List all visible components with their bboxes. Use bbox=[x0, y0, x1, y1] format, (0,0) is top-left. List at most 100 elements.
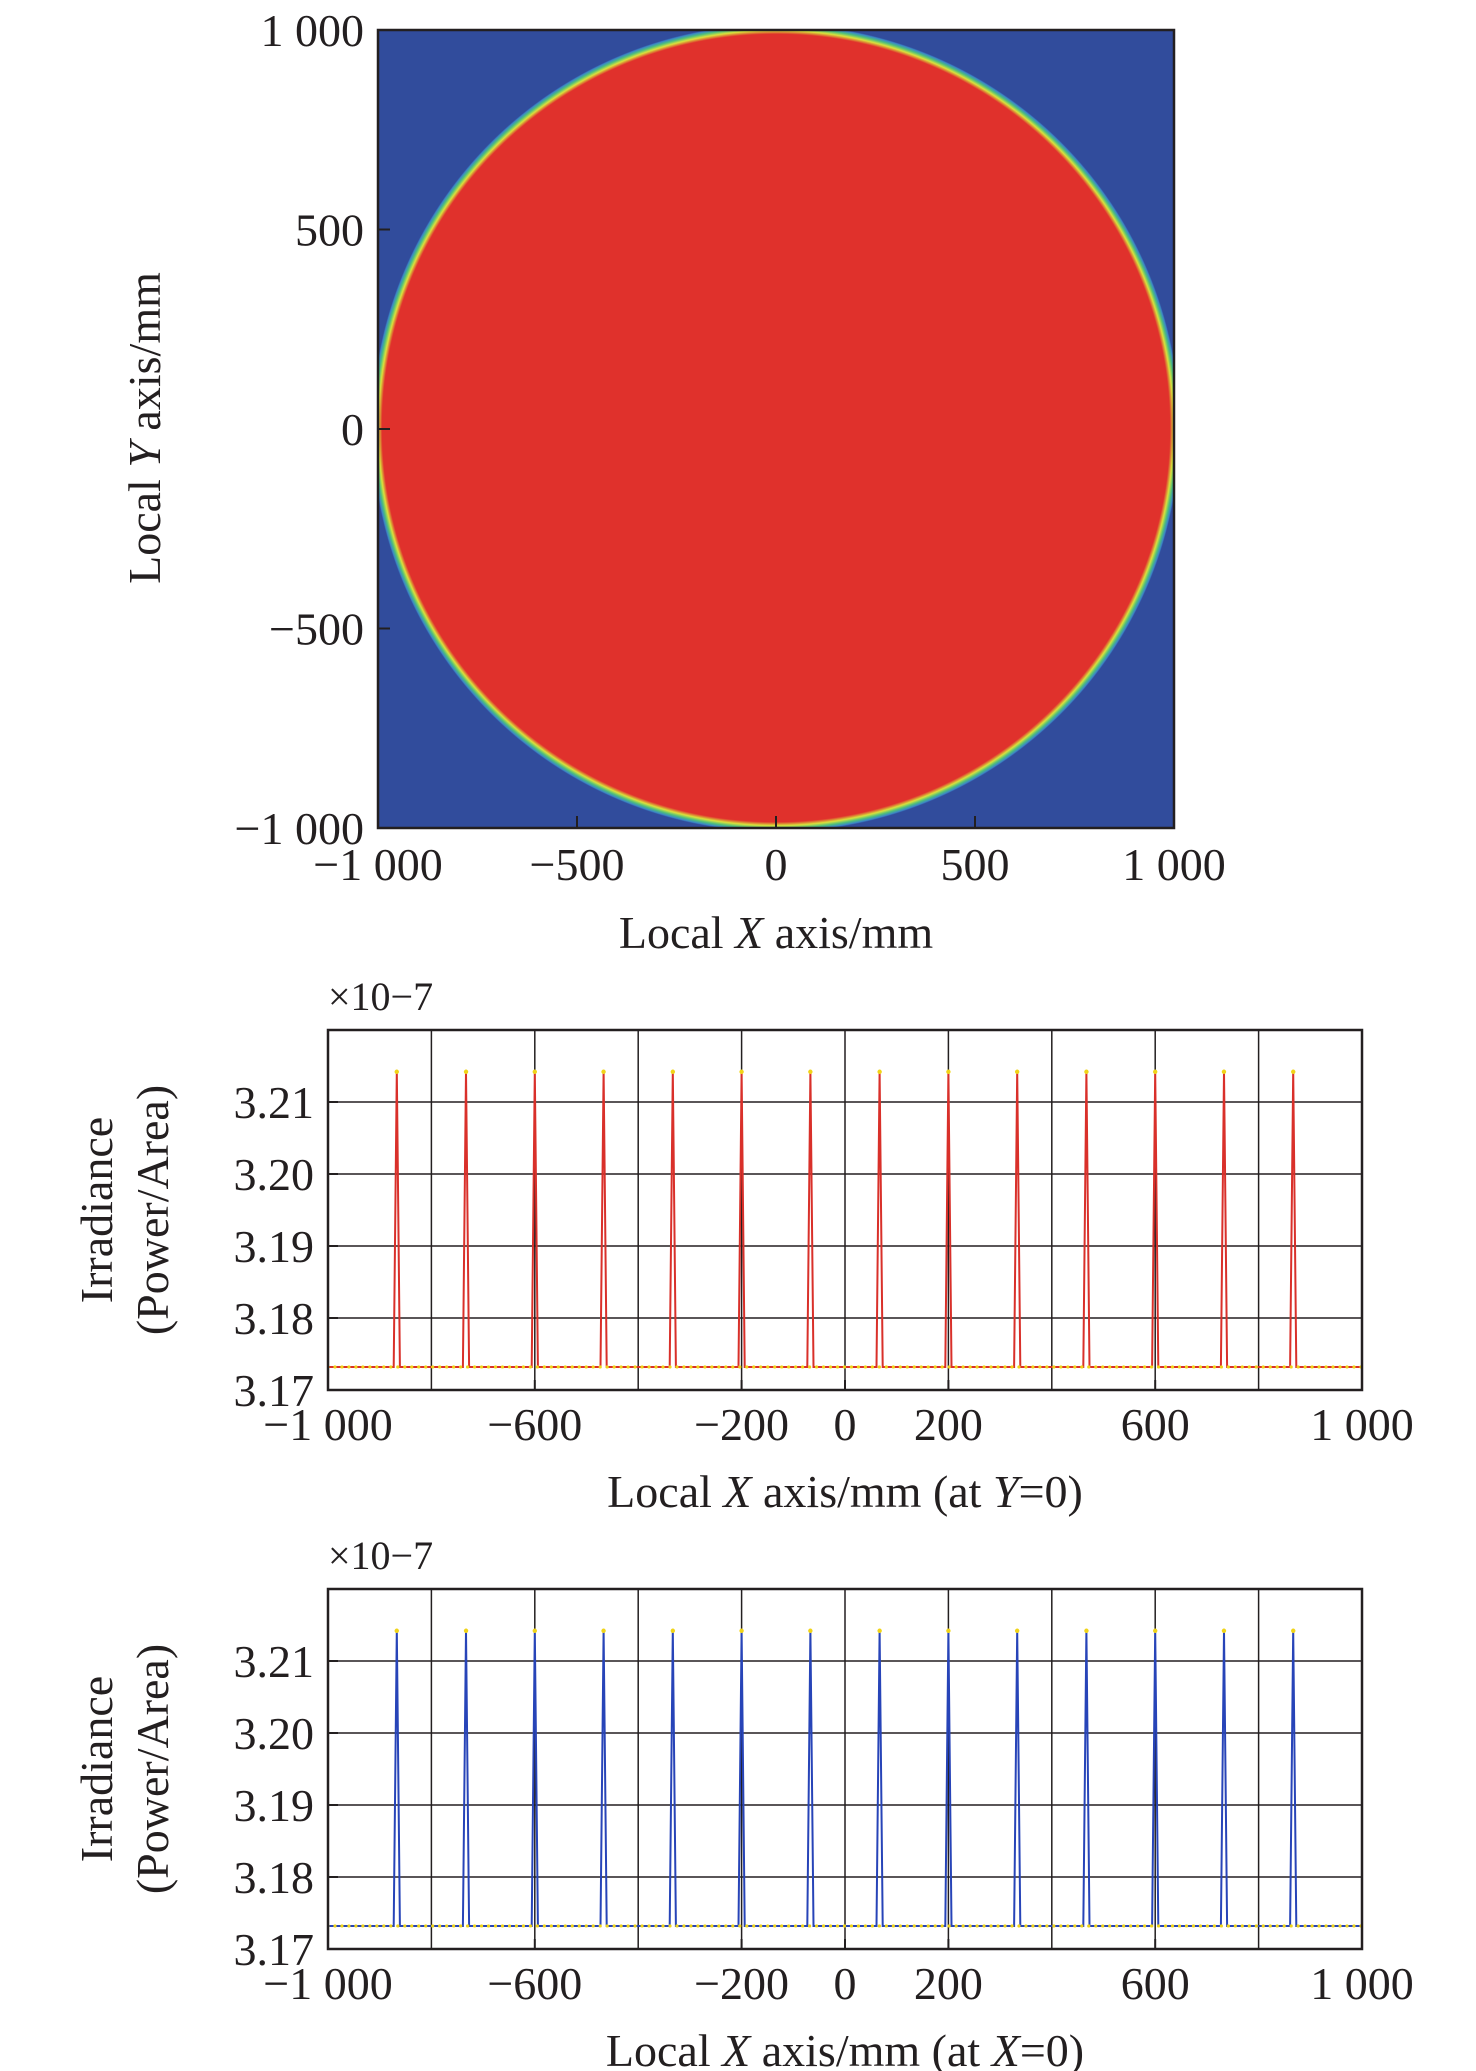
baseline-marker bbox=[807, 1365, 812, 1369]
baseline-marker bbox=[1268, 1365, 1272, 1369]
peak-marker bbox=[739, 1069, 744, 1074]
baseline-marker bbox=[794, 1365, 798, 1369]
peak-marker bbox=[670, 1069, 676, 1074]
baseline-marker bbox=[1108, 1365, 1112, 1369]
baseline-marker bbox=[1156, 1365, 1161, 1369]
baseline-marker bbox=[577, 1924, 581, 1928]
baseline-marker bbox=[856, 1365, 861, 1369]
baseline-marker bbox=[898, 1365, 902, 1369]
baseline-marker bbox=[912, 1365, 916, 1369]
baseline-marker bbox=[661, 1365, 665, 1369]
heatmap-y-tick-label: −1 000 bbox=[235, 803, 364, 854]
baseline-marker bbox=[1205, 1365, 1210, 1369]
baseline-marker bbox=[1247, 1924, 1251, 1928]
baseline-marker bbox=[382, 1365, 386, 1369]
baseline-marker bbox=[1024, 1924, 1028, 1928]
baseline-marker bbox=[724, 1924, 728, 1928]
baseline-marker bbox=[535, 1924, 539, 1928]
peak-marker bbox=[670, 1628, 676, 1633]
x-ticks-x0: −1 000 −600 −200 0 200 600 1 000 bbox=[263, 1939, 1414, 2009]
baseline-marker bbox=[1282, 1924, 1286, 1928]
baseline-marker bbox=[619, 1924, 623, 1928]
baseline-marker bbox=[1052, 1365, 1056, 1369]
baseline-marker bbox=[535, 1365, 539, 1369]
x-ticks-y0: −1 000 −600 −200 0 200 600 1 000 bbox=[263, 1380, 1414, 1450]
baseline-marker bbox=[849, 1365, 854, 1369]
baseline-marker bbox=[354, 1924, 358, 1928]
baseline-marker bbox=[1352, 1365, 1356, 1369]
x-tick-label: 0 bbox=[834, 1958, 857, 2009]
baseline-marker bbox=[431, 1365, 435, 1369]
baseline-marker bbox=[759, 1924, 763, 1928]
y-tick-label: 3.18 bbox=[234, 1852, 315, 1903]
baseline-marker bbox=[465, 1924, 470, 1928]
baseline-marker bbox=[431, 1924, 435, 1928]
baseline-marker bbox=[1303, 1924, 1307, 1928]
baseline-marker bbox=[570, 1365, 574, 1369]
baseline-marker bbox=[989, 1924, 993, 1928]
baseline-marker bbox=[933, 1365, 937, 1369]
x-tick-label: 1 000 bbox=[1310, 1958, 1414, 2009]
y-tick-label: 3.20 bbox=[234, 1708, 315, 1759]
baseline-marker bbox=[605, 1365, 609, 1369]
baseline-marker bbox=[1080, 1365, 1084, 1369]
baseline-marker bbox=[759, 1365, 763, 1369]
peak-marker bbox=[532, 1628, 537, 1633]
peak-marker bbox=[1153, 1628, 1158, 1633]
baseline-marker bbox=[1275, 1365, 1279, 1369]
sample-markers-y0 bbox=[328, 1069, 1362, 1369]
baseline-marker bbox=[905, 1365, 909, 1369]
baseline-marker bbox=[1310, 1365, 1314, 1369]
baseline-marker bbox=[689, 1924, 693, 1928]
multiplier-x0: ×10−7 bbox=[328, 1533, 433, 1578]
baseline-marker bbox=[996, 1924, 1000, 1928]
baseline-marker bbox=[1289, 1924, 1293, 1928]
line-panel-y0: −1 000 −600 −200 0 200 600 1 000 3.173.183.193… bbox=[71, 974, 1414, 1517]
baseline-marker bbox=[368, 1365, 372, 1369]
baseline-marker bbox=[968, 1924, 972, 1928]
baseline-marker bbox=[780, 1365, 784, 1369]
baseline-marker bbox=[926, 1924, 930, 1928]
baseline-marker bbox=[898, 1924, 902, 1928]
y-tick-label: 3.17 bbox=[234, 1365, 315, 1416]
peak-marker bbox=[1221, 1069, 1227, 1074]
baseline-marker bbox=[1073, 1365, 1077, 1369]
baseline-marker bbox=[1191, 1365, 1196, 1369]
peak-marker bbox=[808, 1069, 813, 1074]
baseline-marker bbox=[1219, 1924, 1223, 1928]
peak-marker bbox=[1014, 1069, 1020, 1074]
baseline-marker bbox=[633, 1365, 637, 1369]
x-tick-label: 200 bbox=[914, 1399, 983, 1450]
baseline-marker bbox=[528, 1924, 533, 1928]
baseline-marker bbox=[389, 1365, 393, 1369]
baseline-marker bbox=[647, 1365, 651, 1369]
baseline-marker bbox=[668, 1365, 672, 1369]
baseline-marker bbox=[1059, 1365, 1063, 1369]
baseline-marker bbox=[1017, 1924, 1021, 1928]
baseline-marker bbox=[738, 1924, 742, 1928]
baseline-marker bbox=[382, 1924, 386, 1928]
heatmap-x-tick-label: 0 bbox=[765, 839, 788, 890]
baseline-marker bbox=[472, 1365, 477, 1369]
baseline-marker bbox=[954, 1924, 958, 1928]
x-axis-label-y0: Local X axis/mm (at Y=0) bbox=[607, 1466, 1083, 1517]
baseline-marker bbox=[682, 1365, 686, 1369]
baseline-marker bbox=[1108, 1924, 1112, 1928]
baseline-marker bbox=[703, 1924, 707, 1928]
baseline-marker bbox=[1045, 1365, 1049, 1369]
baseline-marker bbox=[1017, 1365, 1021, 1369]
baseline-marker bbox=[807, 1924, 812, 1928]
baseline-marker bbox=[1122, 1365, 1126, 1369]
baseline-marker bbox=[563, 1924, 567, 1928]
baseline-marker bbox=[577, 1365, 581, 1369]
y-ticks-y0: 3.17 3.18 3.19 3.20 3.21 bbox=[234, 1077, 338, 1416]
peak-marker bbox=[601, 1069, 606, 1074]
baseline-marker bbox=[1163, 1365, 1168, 1369]
baseline-marker bbox=[794, 1924, 798, 1928]
peak-marker bbox=[394, 1628, 399, 1633]
baseline-marker bbox=[689, 1365, 693, 1369]
baseline-marker bbox=[1268, 1924, 1272, 1928]
baseline-marker bbox=[1136, 1924, 1140, 1928]
y-axis-label-x0-line1: Irradiance bbox=[71, 1676, 122, 1862]
